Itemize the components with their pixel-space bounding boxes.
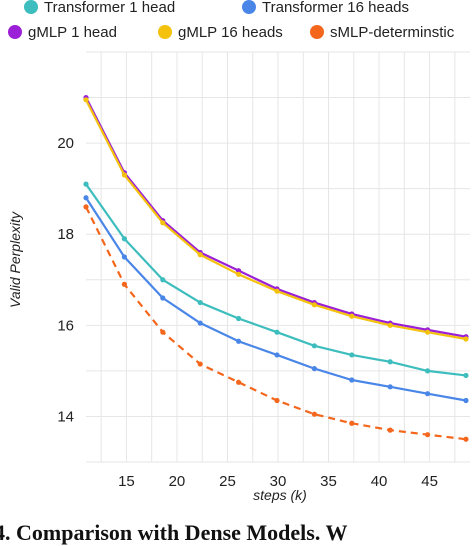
y-tick-label: 16	[57, 317, 74, 334]
legend-marker	[310, 25, 324, 39]
x-axis-title: steps (k)	[253, 487, 307, 503]
data-point	[160, 277, 166, 283]
data-point	[235, 338, 242, 344]
data-point	[424, 391, 431, 397]
y-tick-label: 14	[57, 408, 74, 425]
data-point	[83, 204, 89, 210]
data-point	[235, 271, 242, 277]
data-point	[197, 361, 203, 367]
data-point	[311, 366, 317, 372]
data-point	[274, 352, 280, 358]
data-point	[424, 368, 431, 374]
data-point	[235, 315, 242, 322]
data-point	[463, 372, 469, 379]
series-line-1	[85, 197, 467, 402]
series-lines	[83, 94, 469, 442]
legend-label: sMLP-determinstic	[330, 24, 455, 41]
legend: Transformer 1 head Transformer 16 heads gM…	[8, 0, 455, 41]
data-point	[311, 302, 317, 308]
data-point	[424, 432, 431, 438]
data-point	[349, 352, 355, 358]
y-axis-title: Valid Perplexity	[7, 211, 23, 308]
data-point	[349, 313, 355, 319]
data-point	[121, 281, 127, 287]
data-point	[197, 320, 203, 326]
data-point	[83, 181, 89, 187]
data-point	[387, 384, 393, 390]
x-tick-label: 35	[320, 473, 337, 490]
data-point	[160, 329, 166, 335]
data-point	[311, 343, 317, 349]
data-point	[83, 195, 89, 201]
data-point	[274, 329, 280, 335]
data-point	[463, 397, 469, 404]
data-point	[387, 427, 393, 433]
legend-marker	[242, 0, 256, 14]
data-point	[349, 377, 355, 383]
legend-label: Transformer 16 heads	[262, 0, 409, 16]
data-point	[121, 172, 127, 178]
series-line-3	[85, 99, 467, 341]
grid	[86, 51, 470, 463]
x-tick-label: 25	[219, 473, 236, 490]
data-point	[160, 220, 166, 226]
data-point	[121, 236, 127, 242]
x-tick-label: 15	[118, 473, 135, 490]
series-line-4	[85, 206, 467, 441]
data-point	[274, 397, 280, 404]
legend-marker	[8, 25, 22, 39]
legend-label: gMLP 16 heads	[178, 24, 283, 41]
data-point	[160, 295, 166, 301]
legend-marker	[24, 0, 38, 14]
series-line-2	[85, 97, 467, 338]
data-point	[463, 436, 469, 442]
data-point	[235, 268, 242, 274]
data-point	[235, 379, 242, 385]
data-point	[311, 411, 317, 417]
data-point	[121, 254, 127, 260]
data-point	[83, 97, 89, 103]
data-point	[387, 359, 393, 365]
data-point	[197, 252, 203, 258]
y-tick-label: 18	[57, 226, 74, 243]
data-point	[424, 329, 431, 335]
x-tick-label: 20	[169, 473, 186, 490]
data-point	[349, 420, 355, 426]
data-point	[197, 299, 203, 306]
figure-caption: 4. Comparison with Dense Models. W	[0, 520, 348, 545]
legend-label: gMLP 1 head	[28, 24, 117, 41]
data-point	[387, 322, 393, 328]
x-tick-label: 30	[270, 473, 287, 490]
legend-marker	[158, 25, 172, 39]
legend-label: Transformer 1 head	[44, 0, 175, 16]
data-point	[463, 336, 469, 342]
x-tick-label: 45	[421, 473, 438, 490]
axes: 14 16 18 20 15 20 25 30 35 40 45	[57, 135, 438, 490]
data-point	[274, 288, 280, 294]
x-tick-label: 40	[371, 473, 388, 490]
y-tick-label: 20	[57, 135, 74, 152]
